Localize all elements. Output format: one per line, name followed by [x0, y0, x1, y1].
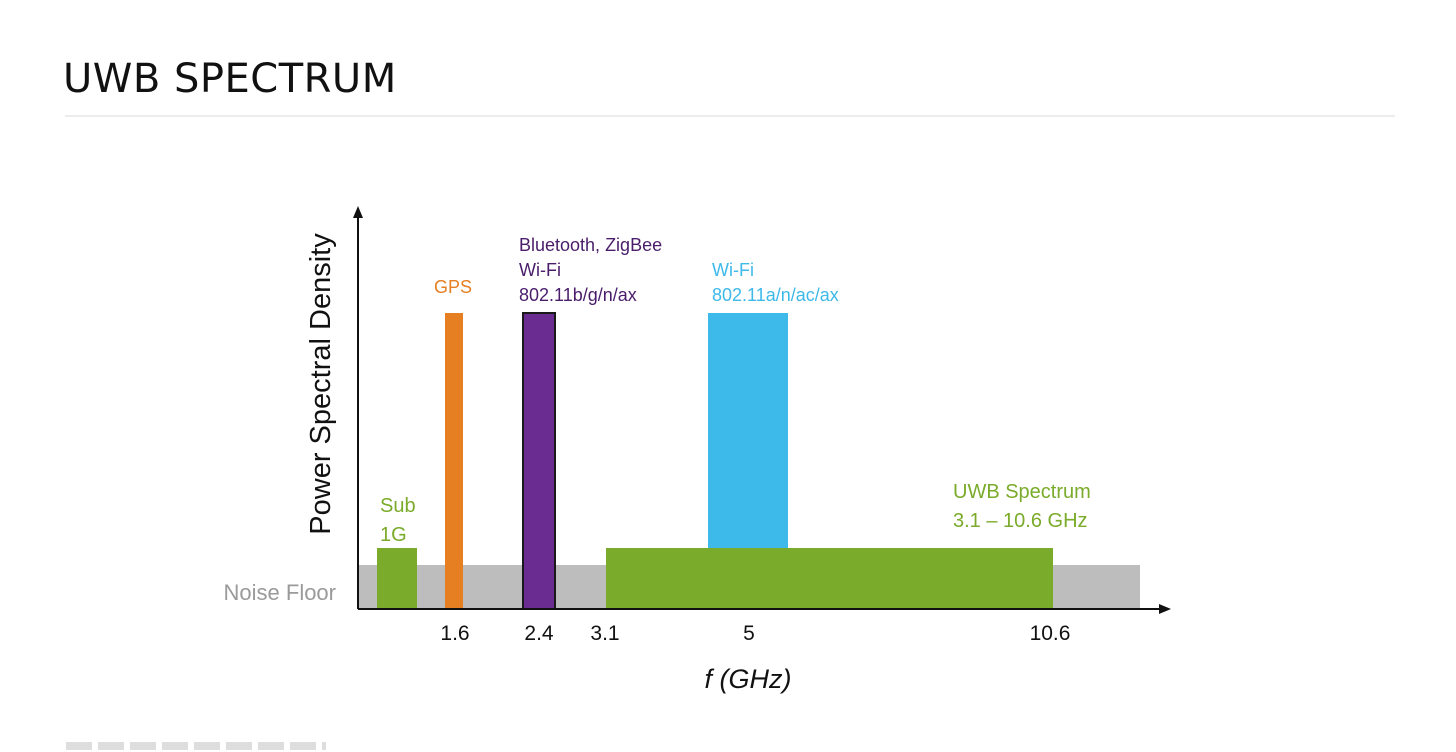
x-tick-label: 3.1: [590, 622, 619, 645]
source-note: [66, 742, 326, 750]
x-axis-arrow: [1159, 604, 1171, 614]
title-divider: [65, 115, 1395, 117]
bar-bluetooth: [522, 312, 556, 610]
y-axis-arrow: [353, 206, 363, 218]
label-bluetooth-line2: Wi-Fi: [519, 260, 561, 280]
x-tick-label: 1.6: [440, 622, 469, 645]
label-uwb-line2: 3.1 – 10.6 GHz: [953, 510, 1088, 532]
label-uwb-line1: UWB Spectrum: [953, 481, 1091, 503]
x-tick-label: 2.4: [524, 622, 554, 645]
bar-gps: [445, 313, 463, 609]
label-wifi5-line1: Wi-Fi: [712, 260, 754, 280]
label-bluetooth-line1: Bluetooth, ZigBee: [519, 235, 662, 255]
x-axis-label: f (GHz): [705, 664, 792, 694]
label-sub1g-line2: 1G: [380, 524, 407, 546]
label-sub1g-line1: Sub: [380, 495, 416, 517]
x-tick-label: 5: [743, 622, 755, 645]
y-axis-label: Power Spectral Density: [305, 233, 337, 535]
bar-sub1g: [377, 548, 417, 609]
label-gps: GPS: [434, 277, 472, 297]
label-wifi5-line2: 802.11a/n/ac/ax: [712, 285, 839, 305]
x-tick-label: 10.6: [1030, 622, 1071, 645]
label-bluetooth-line3: 802.11b/g/n/ax: [519, 285, 637, 305]
bar-uwb: [606, 548, 1053, 609]
slide-title: UWB SPECTRUM: [63, 56, 397, 102]
noise-floor-label: Noise Floor: [224, 580, 336, 605]
